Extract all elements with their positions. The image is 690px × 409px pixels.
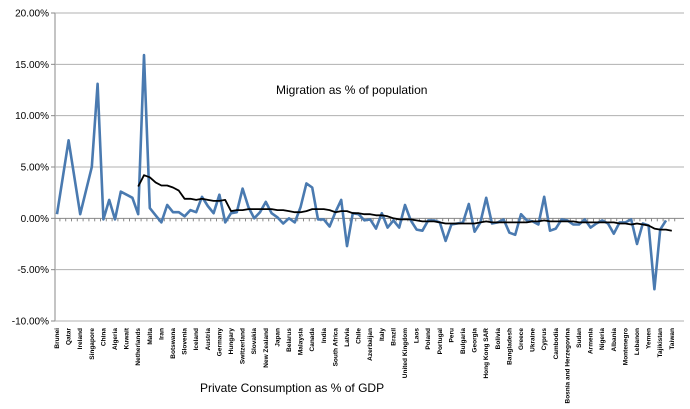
x-tick-label: Cyprus [541,328,548,351]
x-tick-label: Laos [414,328,421,344]
x-tick-label: Singapore [89,328,96,360]
x-tick-label: Poland [425,328,432,350]
y-tick-label: 10.00% [15,111,49,122]
x-tick-label: New Zealand [263,328,270,368]
x-tick-label: Netherlands [135,328,142,366]
x-tick-label: Bulgaria [460,328,467,354]
x-tick-label: India [321,328,328,344]
x-tick-label: Germany [216,328,223,357]
x-tick-label: Malta [147,328,154,345]
x-tick-label: Hong Kong SAR [483,328,490,379]
x-tick-label: Tajikistan [657,328,664,358]
x-tick-label: Qatar [66,328,73,345]
y-tick-label: -10.00% [12,317,49,328]
x-tick-label: Azerbaijan [367,328,374,361]
x-axis-label: Private Consumption as % of GDP [200,381,384,395]
x-tick-label: Malaysia [298,328,305,355]
x-tick-label: Lebanon [634,328,641,355]
x-tick-label: Portugal [437,328,444,355]
series-line-trend [137,174,672,232]
x-tick-label: Austria [205,328,212,351]
x-tick-label: Armenia [588,328,595,354]
x-tick-label: Slovenia [182,328,189,355]
series-line-migration [55,53,668,291]
x-tick-label: Botswana [170,328,177,359]
x-tick-label: Chile [356,328,363,344]
x-tick-label: Iceland [193,328,200,350]
x-tick-label: Bosnia and Herzegovina [564,328,571,404]
x-tick-label: Cambodia [553,328,560,360]
y-tick-label: -5.00% [17,265,49,276]
x-tick-label: Iran [158,328,165,340]
x-tick-label: Yemen [646,328,653,349]
y-tick-label: 0.00% [21,214,49,225]
x-tick-label: Italy [379,328,386,341]
x-tick-label: Belarus [286,328,293,352]
x-tick-label: China [100,328,107,346]
x-tick-label: Bangladesh [506,328,513,365]
x-tick-label: Canada [309,328,316,352]
x-tick-label: Greece [518,328,525,350]
x-tick-label: Taiwan [669,328,676,350]
x-tick-label: Albania [611,328,618,352]
x-tick-label: Algeria [112,328,119,350]
x-tick-label: Brazil [390,328,397,346]
y-tick-label: 5.00% [21,163,49,174]
x-tick-label: Kuwait [124,327,131,349]
x-tick-label: Nigeria [599,328,606,350]
x-tick-label: Georgia [472,328,479,353]
y-tick-label: 20.00% [15,9,49,20]
x-tick-label: South Africa [332,328,339,367]
x-tick-label: Peru [448,328,455,342]
x-tick-label: United Kingdom [402,328,409,378]
x-tick-label: Switzerland [240,328,247,364]
x-tick-label: Ukraine [530,328,537,352]
y-tick-label: 15.00% [15,60,49,71]
x-tick-label: Brunei [54,328,61,349]
chart-annotation: Migration as % of population [276,83,427,97]
x-tick-label: Japan [274,328,281,347]
x-tick-label: Latvia [344,328,351,347]
x-tick-label: Ireland [77,328,84,349]
x-tick-label: Bolivia [495,328,502,350]
x-tick-label: Montenegro [622,328,629,365]
x-tick-label: Sudan [576,328,583,348]
x-tick-label: Hungary [228,328,235,355]
x-tick-label: Slovakia [251,328,258,355]
